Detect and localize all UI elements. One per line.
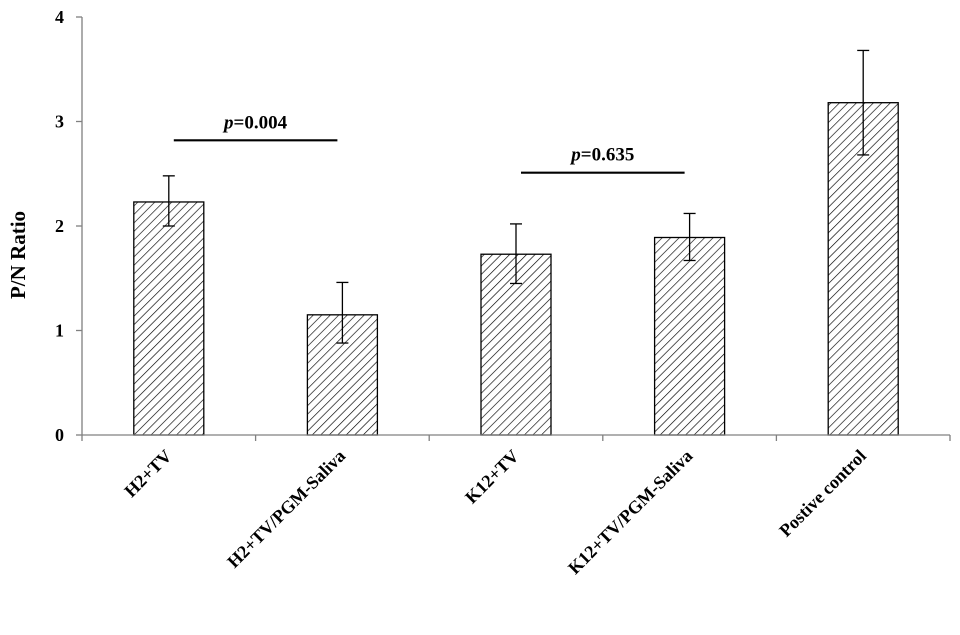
y-tick-label-1: 1 [55, 321, 64, 341]
p-value-label-2: p=0.635 [569, 145, 634, 166]
error-bars-group [162, 49, 870, 344]
y-tick-label-4: 4 [55, 7, 64, 27]
bar-5 [827, 102, 899, 436]
y-tick-label-2: 2 [55, 216, 64, 236]
x-tick-label-4: K12+TV/PGM-Saliva [564, 446, 696, 578]
bar-1 [133, 201, 205, 436]
bar-4 [653, 236, 726, 436]
x-tick-label-1: H2+TV [120, 446, 175, 501]
x-tick-label-3: K12+TV [461, 446, 523, 508]
p-value-label-1: p=0.004 [222, 112, 288, 133]
x-tick-label-5: Postive control [775, 446, 870, 541]
annotations-group: p=0.004 p=0.635 [173, 112, 685, 174]
y-tick-label-3: 3 [55, 112, 64, 132]
x-labels-group: H2+TV H2+TV/PGM-Saliva K12+TV K12+TV/PGM-Sa… [120, 446, 870, 578]
y-axis-label: P/N Ratio [6, 211, 30, 299]
y-ticks-group: 0 1 2 3 4 [55, 7, 82, 445]
x-tick-label-2: H2+TV/PGM-Saliva [223, 446, 349, 572]
y-tick-label-0: 0 [55, 425, 64, 445]
